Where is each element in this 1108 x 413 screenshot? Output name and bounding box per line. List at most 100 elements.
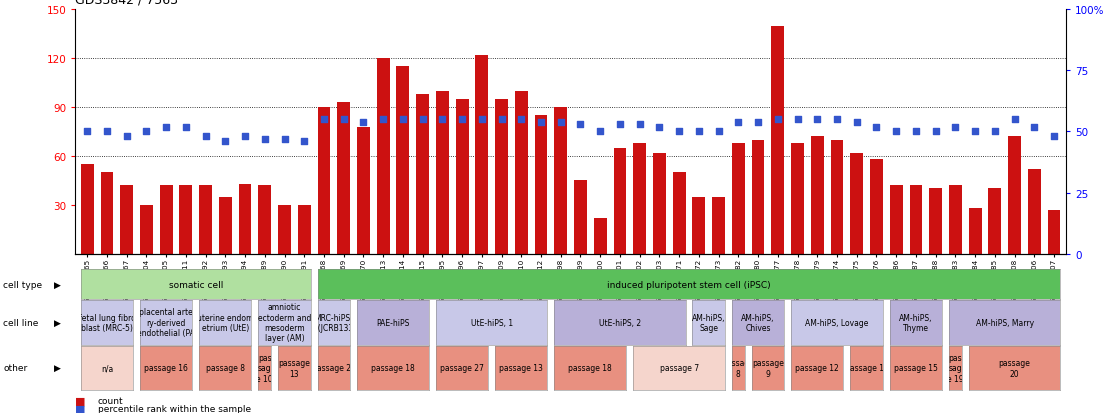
Bar — [81, 165, 93, 254]
Bar — [712, 197, 725, 254]
Text: passage 16: passage 16 — [144, 363, 188, 373]
Point — [650, 124, 668, 131]
Bar — [988, 189, 1002, 254]
Text: passage 7: passage 7 — [659, 363, 699, 373]
Point — [690, 129, 708, 135]
Bar — [831, 140, 843, 254]
Bar — [771, 26, 784, 254]
Text: passage 18: passage 18 — [371, 363, 414, 373]
Bar — [1048, 210, 1060, 254]
Bar — [160, 186, 173, 254]
Point — [79, 129, 96, 135]
Bar — [614, 148, 626, 254]
Bar — [890, 186, 903, 254]
Text: n/a: n/a — [101, 363, 113, 373]
Bar — [278, 205, 291, 254]
Point — [433, 116, 451, 123]
Text: AM-hiPS,
Sage: AM-hiPS, Sage — [692, 313, 726, 332]
Bar — [337, 103, 350, 254]
Text: pas
sag
e 19: pas sag e 19 — [947, 353, 964, 383]
Bar — [673, 173, 686, 254]
Bar — [653, 153, 666, 254]
Point — [177, 124, 195, 131]
Text: passage 8: passage 8 — [206, 363, 245, 373]
Text: passage
8: passage 8 — [722, 358, 755, 377]
Bar — [811, 137, 823, 254]
Text: cell type: cell type — [3, 280, 42, 289]
Bar — [968, 209, 982, 254]
Point — [907, 129, 925, 135]
Bar — [101, 173, 113, 254]
Text: somatic cell: somatic cell — [168, 280, 223, 289]
Text: AM-hiPS, Lovage: AM-hiPS, Lovage — [806, 318, 869, 327]
Text: MRC-hiPS,
Tic(JCRB1331: MRC-hiPS, Tic(JCRB1331 — [308, 313, 359, 332]
Bar — [910, 186, 922, 254]
Point — [335, 116, 352, 123]
Point — [413, 116, 431, 123]
Bar — [574, 181, 587, 254]
Bar — [634, 144, 646, 254]
Point — [828, 116, 845, 123]
Text: other: other — [3, 363, 28, 373]
Text: UtE-hiPS, 2: UtE-hiPS, 2 — [599, 318, 642, 327]
Bar — [870, 160, 883, 254]
Text: AM-hiPS,
Chives: AM-hiPS, Chives — [741, 313, 774, 332]
Bar — [495, 100, 507, 254]
Bar — [377, 59, 390, 254]
Point — [1006, 116, 1024, 123]
Bar — [258, 186, 271, 254]
Point — [197, 134, 215, 140]
Point — [630, 121, 648, 128]
Text: UtE-hiPS, 1: UtE-hiPS, 1 — [471, 318, 513, 327]
Bar — [179, 186, 193, 254]
Point — [236, 134, 254, 140]
Point — [592, 129, 609, 135]
Text: fetal lung fibro
blast (MRC-5): fetal lung fibro blast (MRC-5) — [79, 313, 135, 332]
Text: ▶: ▶ — [54, 363, 61, 373]
Text: passage
9: passage 9 — [752, 358, 783, 377]
Text: ▶: ▶ — [54, 318, 61, 327]
Text: AM-hiPS,
Thyme: AM-hiPS, Thyme — [900, 313, 933, 332]
Bar — [397, 67, 409, 254]
Text: induced pluripotent stem cell (iPSC): induced pluripotent stem cell (iPSC) — [607, 280, 771, 289]
Text: PAE-hiPS: PAE-hiPS — [377, 318, 410, 327]
Text: passage 12: passage 12 — [796, 363, 839, 373]
Text: ■: ■ — [75, 404, 85, 413]
Point — [216, 139, 234, 145]
Point — [789, 116, 807, 123]
Text: AM-hiPS, Marry: AM-hiPS, Marry — [976, 318, 1034, 327]
Bar — [318, 108, 330, 254]
Text: cell line: cell line — [3, 318, 39, 327]
Point — [946, 124, 964, 131]
Text: passage 15: passage 15 — [894, 363, 937, 373]
Bar — [238, 184, 252, 254]
Bar — [455, 100, 469, 254]
Bar — [948, 186, 962, 254]
Bar — [357, 127, 370, 254]
Bar — [1028, 169, 1040, 254]
Bar — [732, 144, 745, 254]
Text: passage 18: passage 18 — [568, 363, 613, 373]
Point — [256, 136, 274, 143]
Point — [809, 116, 827, 123]
Point — [966, 129, 984, 135]
Bar — [475, 56, 489, 254]
Point — [612, 121, 629, 128]
Point — [315, 116, 332, 123]
Point — [926, 129, 944, 135]
Point — [532, 119, 550, 126]
Bar — [219, 197, 232, 254]
Bar — [1008, 137, 1020, 254]
Bar — [435, 92, 449, 254]
Bar — [594, 218, 607, 254]
Text: count: count — [98, 396, 123, 405]
Point — [355, 119, 372, 126]
Text: passage 13: passage 13 — [500, 363, 543, 373]
Bar — [417, 95, 429, 254]
Text: passage 16: passage 16 — [844, 363, 889, 373]
Point — [276, 136, 294, 143]
Point — [670, 129, 688, 135]
Point — [137, 129, 155, 135]
Bar — [554, 108, 567, 254]
Point — [296, 139, 314, 145]
